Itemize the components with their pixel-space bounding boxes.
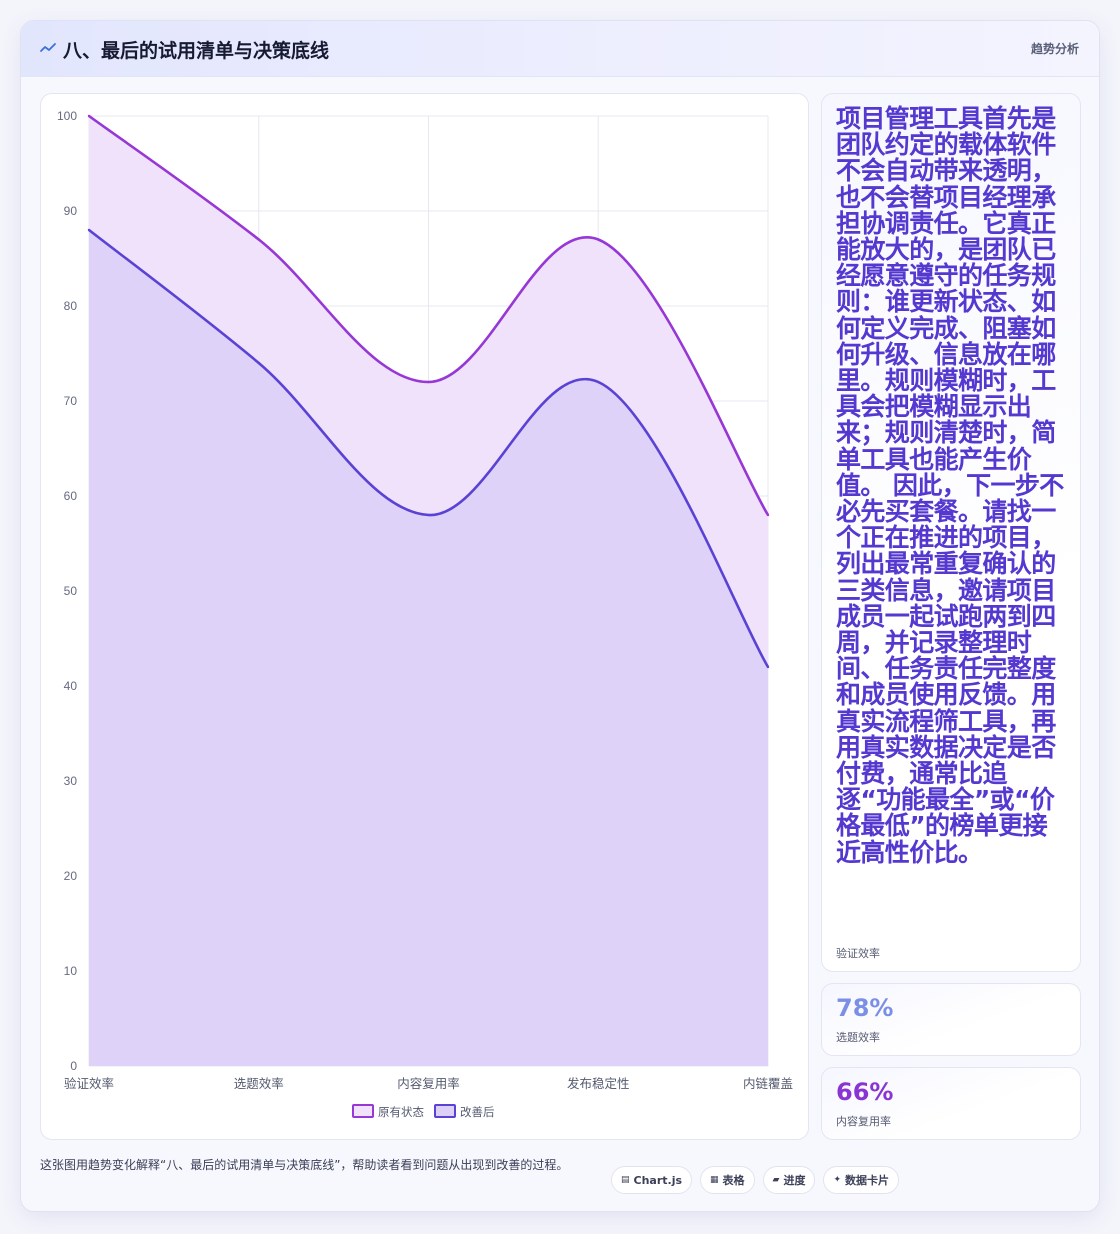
y-tick-label: 40 xyxy=(64,679,78,693)
y-tick-label: 60 xyxy=(64,489,78,503)
trend-line-icon xyxy=(40,43,56,52)
table-icon: ▦ xyxy=(710,1175,719,1185)
progress-icon: ▰ xyxy=(772,1175,780,1185)
summary-caption: 验证效率 xyxy=(836,947,880,960)
legend-swatch xyxy=(352,1104,374,1118)
data-point xyxy=(427,380,430,384)
series-area-1 xyxy=(89,230,768,1066)
series-line-0 xyxy=(88,114,770,516)
y-tick-label: 10 xyxy=(64,964,78,978)
x-tick-label: 内容复用率 xyxy=(397,1076,460,1091)
chip-data-card[interactable]: ✦ 数据卡片 xyxy=(823,1166,899,1194)
stat-label: 选题效率 xyxy=(836,1031,880,1044)
y-tick-label: 100 xyxy=(57,109,77,123)
chip-label: 进度 xyxy=(783,1174,806,1187)
y-tick-label: 30 xyxy=(64,774,78,788)
chip-label: Chart.js xyxy=(633,1173,683,1187)
data-point xyxy=(427,513,430,517)
data-point xyxy=(597,380,600,384)
legend-label: 改善后 xyxy=(460,1105,495,1119)
stat-card-content-reuse: 66% 内容复用率 xyxy=(821,1067,1081,1140)
legend-swatch xyxy=(434,1104,456,1118)
y-tick-label: 20 xyxy=(64,869,78,883)
stat-label: 内容复用率 xyxy=(836,1115,891,1128)
data-point xyxy=(597,238,600,241)
x-tick-label: 验证效率 xyxy=(64,1076,114,1091)
trend-chart: 0 10 20 30 40 50 60 70 80 90 100 验证效率 选题效率 内容复用率 发布稳定性… xyxy=(57,109,793,1119)
chip-label: 数据卡片 xyxy=(845,1174,889,1187)
data-point xyxy=(87,114,91,118)
series-line-1 xyxy=(88,228,770,668)
main-card: 八、最后的试用清单与决策底线 趋势分析 0 10 20 30 40 50 60 70 80 90 1… xyxy=(20,20,1100,1212)
x-tick-label: 内链覆盖 xyxy=(743,1076,793,1091)
y-tick-label: 0 xyxy=(70,1059,77,1073)
data-point xyxy=(766,665,770,669)
chip-label: 表格 xyxy=(722,1174,745,1187)
y-tick-label: 90 xyxy=(64,204,78,218)
section-header: 八、最后的试用清单与决策底线 趋势分析 xyxy=(21,21,1099,77)
data-point xyxy=(766,513,770,517)
stat-value: 78% xyxy=(836,994,894,1022)
x-tick-label: 发布稳定性 xyxy=(567,1076,630,1091)
chip-chartjs[interactable]: ▤ Chart.js xyxy=(610,1166,693,1194)
sparkle-icon: ✦ xyxy=(833,1175,841,1185)
section-title: 八、最后的试用清单与决策底线 xyxy=(63,40,330,62)
data-point xyxy=(87,228,91,232)
section-tag: 趋势分析 xyxy=(1030,42,1079,56)
tag-chips: ▤ Chart.js ▦ 表格 ▰ 进度 ✦ 数据卡片 xyxy=(610,1166,899,1194)
data-point xyxy=(257,238,260,241)
data-point xyxy=(257,361,260,365)
chart-description: 这张图用趋势变化解释“八、最后的试用清单与决策底线”，帮助读者看到问题从出现到改… xyxy=(40,1158,569,1172)
summary-text: 项目管理工具首先是团队约定的载体软件不会自动带来透明，也不会替项目经理承担协调责… xyxy=(836,104,1064,867)
chart-panel: 0 10 20 30 40 50 60 70 80 90 100 验证效率 选题效率 内容复用率 发布稳定性… xyxy=(40,93,809,1140)
y-tick-label: 80 xyxy=(64,299,78,313)
stat-value: 66% xyxy=(836,1078,894,1106)
stat-card-topic-efficiency: 78% 选题效率 xyxy=(821,983,1081,1056)
legend-label: 原有状态 xyxy=(378,1105,424,1119)
y-tick-label: 50 xyxy=(64,584,78,598)
y-tick-label: 70 xyxy=(64,394,78,408)
chart-icon: ▤ xyxy=(620,1175,630,1185)
summary-text-card: 项目管理工具首先是团队约定的载体软件不会自动带来透明，也不会替项目经理承担协调责… xyxy=(821,93,1081,972)
chip-table[interactable]: ▦ 表格 xyxy=(700,1166,755,1194)
x-tick-label: 选题效率 xyxy=(234,1076,284,1091)
chip-progress[interactable]: ▰ 进度 xyxy=(762,1166,816,1194)
